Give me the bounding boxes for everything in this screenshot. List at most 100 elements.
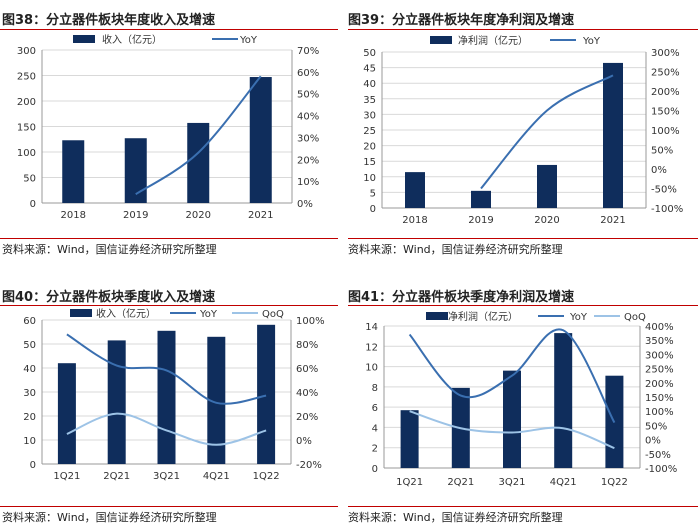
legend-label: 净利润（亿元） bbox=[458, 34, 528, 47]
x-tick-label: 2019 bbox=[123, 210, 148, 221]
y-left-tick-label: 50 bbox=[23, 340, 36, 351]
y-right-tick-label: -100% bbox=[651, 204, 683, 215]
y-right-tick-label: 60% bbox=[297, 68, 319, 79]
x-tick-label: 1Q21 bbox=[53, 471, 80, 482]
source-note: 资料来源：Wind，国信证券经济研究所整理 bbox=[2, 243, 217, 256]
y-left-tick-label: 150 bbox=[17, 123, 36, 134]
y-right-tick-label: 60% bbox=[296, 364, 318, 375]
y-left-tick-label: 12 bbox=[365, 342, 378, 353]
y-left-tick-label: 40 bbox=[23, 364, 36, 375]
x-tick-label: 1Q21 bbox=[396, 477, 423, 488]
title-rule bbox=[348, 305, 698, 306]
y-left-tick-label: 5 bbox=[370, 188, 376, 199]
y-left-tick-label: 60 bbox=[23, 316, 36, 327]
y-right-tick-label: 0% bbox=[296, 436, 312, 447]
y-right-tick-label: 40% bbox=[297, 112, 319, 123]
legend-label: YoY bbox=[582, 36, 601, 47]
x-tick-label: 3Q21 bbox=[153, 471, 180, 482]
bar-2021 bbox=[249, 77, 272, 203]
x-tick-label: 2020 bbox=[186, 210, 211, 221]
chart-title: 图39：分立器件板块年度净利润及增速 bbox=[348, 13, 575, 28]
y-right-tick-label: 30% bbox=[297, 133, 319, 144]
y-left-tick-label: 0 bbox=[30, 199, 36, 210]
legend-swatch-bar bbox=[426, 312, 448, 320]
y-left-tick-label: 4 bbox=[372, 423, 378, 434]
series-line-QoQ bbox=[66, 412, 267, 446]
chart-title: 图38：分立器件板块年度收入及增速 bbox=[2, 13, 216, 28]
series-line-YoY bbox=[135, 75, 262, 196]
chart-fig39: 0 5 10 15 20 25 30 35 40 45 50 -100% -50% 0% 50% 100% 15… bbox=[363, 34, 683, 226]
legend-label: YoY bbox=[239, 35, 258, 46]
y-left-tick-label: 15 bbox=[363, 157, 376, 168]
legend-label: QoQ bbox=[624, 312, 646, 323]
x-tick-label: 1Q22 bbox=[601, 477, 628, 488]
y-right-tick-label: 200% bbox=[651, 87, 680, 98]
chart-panel-fig41: 图41：分立器件板块季度净利润及增速 0 2 4 6 8 10 12 14 -100% -50% 0… bbox=[348, 262, 698, 524]
y-right-tick-label: 50% bbox=[297, 90, 319, 101]
y-right-tick-label: 100% bbox=[651, 126, 680, 137]
y-right-tick-label: 20% bbox=[296, 412, 318, 423]
y-left-tick-label: 20 bbox=[363, 142, 376, 153]
title-rule bbox=[348, 29, 698, 30]
legend-swatch-bar bbox=[70, 309, 92, 317]
y-left-tick-label: 8 bbox=[372, 383, 378, 394]
x-tick-label: 2018 bbox=[402, 215, 427, 226]
y-right-tick-label: 20% bbox=[297, 155, 319, 166]
source-rule bbox=[0, 238, 338, 239]
x-tick-label: 4Q21 bbox=[203, 471, 230, 482]
y-right-tick-label: -100% bbox=[645, 464, 677, 475]
y-right-tick-label: 0% bbox=[297, 199, 313, 210]
x-tick-label: 2021 bbox=[248, 210, 273, 221]
bar-1Q21 bbox=[400, 410, 419, 468]
chart-panel-fig40: 图40：分立器件板块季度收入及增速 0 10 20 30 40 50 60 -20% 0% 20%… bbox=[0, 262, 340, 524]
y-right-tick-label: 100% bbox=[645, 407, 674, 418]
y-right-tick-label: -20% bbox=[296, 460, 322, 471]
bar-3Q21 bbox=[503, 370, 521, 468]
source-note: 资料来源：Wind，国信证券经济研究所整理 bbox=[348, 511, 563, 524]
y-left-tick-label: 40 bbox=[363, 79, 376, 90]
title-rule bbox=[0, 29, 338, 30]
chart-fig41: 0 2 4 6 8 10 12 14 -100% -50% 0% 50% 100% 150% 200% 250… bbox=[365, 310, 677, 488]
y-left-tick-label: 0 bbox=[372, 464, 378, 475]
y-right-tick-label: 350% bbox=[645, 336, 674, 347]
legend-swatch-bar bbox=[430, 36, 452, 44]
y-left-tick-label: 300 bbox=[17, 46, 36, 57]
y-right-tick-label: 50% bbox=[645, 421, 667, 432]
y-left-tick-label: 20 bbox=[23, 412, 36, 423]
y-right-tick-label: 100% bbox=[296, 316, 325, 327]
bar-1Q22 bbox=[257, 324, 276, 464]
y-left-tick-label: 14 bbox=[365, 322, 378, 333]
y-right-tick-label: 10% bbox=[297, 177, 319, 188]
bar-2Q21 bbox=[107, 340, 126, 464]
y-left-tick-label: 10 bbox=[23, 436, 36, 447]
y-right-tick-label: 50% bbox=[651, 146, 673, 157]
legend-label: QoQ bbox=[262, 309, 284, 320]
y-left-tick-label: 30 bbox=[363, 110, 376, 121]
y-left-tick-label: 200 bbox=[17, 97, 36, 108]
bar-2020 bbox=[187, 122, 210, 203]
source-rule bbox=[0, 506, 338, 507]
y-right-tick-label: 300% bbox=[645, 350, 674, 361]
title-rule bbox=[0, 305, 338, 306]
y-left-tick-label: 35 bbox=[363, 95, 376, 106]
chart-panel-fig38: 图38：分立器件板块年度收入及增速 0 50 100 150 200 250 300 0% 10… bbox=[0, 0, 340, 262]
x-tick-label: 2019 bbox=[468, 215, 493, 226]
bar-2019 bbox=[471, 190, 491, 208]
series-line-QoQ bbox=[409, 410, 615, 450]
y-left-tick-label: 10 bbox=[365, 363, 378, 374]
bar-2018 bbox=[405, 172, 425, 208]
y-left-tick-label: 0 bbox=[370, 204, 376, 215]
y-left-tick-label: 10 bbox=[363, 173, 376, 184]
x-tick-label: 2018 bbox=[61, 210, 86, 221]
bar-2020 bbox=[537, 164, 557, 208]
y-right-tick-label: 200% bbox=[645, 379, 674, 390]
chart-title: 图40：分立器件板块季度收入及增速 bbox=[2, 290, 216, 305]
chart-panel-fig39: 图39：分立器件板块年度净利润及增速 0 5 10 15 20 25 30 35 40 45 50 -… bbox=[348, 0, 698, 262]
y-right-tick-label: 0% bbox=[645, 436, 661, 447]
bar-2021 bbox=[603, 62, 623, 208]
y-left-tick-label: 30 bbox=[23, 388, 36, 399]
x-tick-label: 2020 bbox=[534, 215, 559, 226]
y-right-tick-label: 150% bbox=[645, 393, 674, 404]
series-line-YoY bbox=[480, 74, 614, 190]
y-right-tick-label: 250% bbox=[651, 68, 680, 79]
